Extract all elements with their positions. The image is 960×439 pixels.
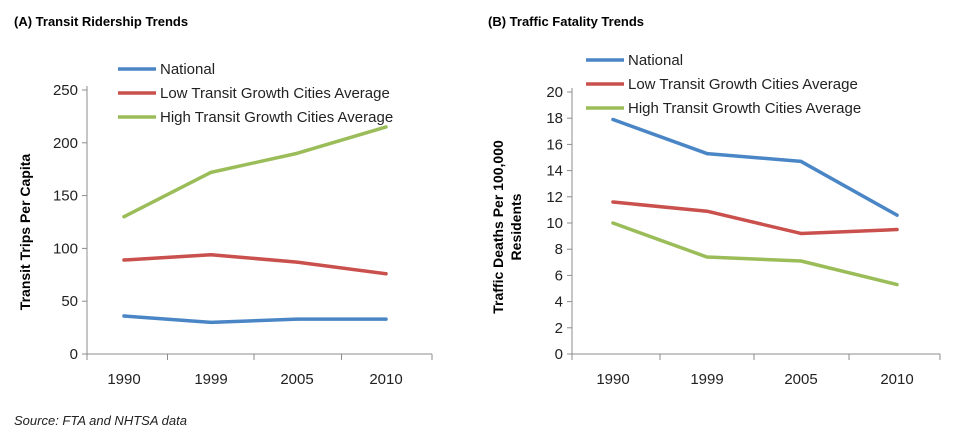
chart-a-data-point bbox=[384, 317, 388, 321]
chart-b-data-point bbox=[895, 282, 899, 287]
chart-a-x-tick-label: 1999 bbox=[194, 371, 227, 388]
chart-a-y-tick-label: 0 bbox=[70, 346, 78, 363]
chart-b-data-point bbox=[705, 209, 709, 213]
source-note: Source: FTA and NHTSA data bbox=[14, 413, 187, 428]
chart-a-data-point bbox=[295, 260, 299, 264]
chart-a-y-tick-label: 250 bbox=[53, 82, 78, 99]
chart-b-x-tick-label: 2005 bbox=[784, 371, 817, 388]
chart-b-data-point bbox=[611, 117, 615, 122]
chart-b-data-point bbox=[799, 231, 803, 236]
chart-a-data-point bbox=[295, 317, 299, 321]
chart-b-y-tick-label: 2 bbox=[555, 320, 563, 337]
chart-a-data-point bbox=[209, 253, 213, 257]
chart-a-title: (A) Transit Ridership Trends bbox=[14, 14, 189, 29]
chart-b-legend-label: High Transit Growth Cities Average bbox=[628, 100, 861, 117]
chart-a-legend-label: National bbox=[160, 61, 215, 78]
chart-b-y-axis-label-line: Traffic Deaths Per 100,000 bbox=[490, 140, 506, 314]
chart-b-x-tick-label: 1990 bbox=[596, 371, 629, 388]
chart-a-y-tick-label: 100 bbox=[53, 240, 78, 257]
chart-a-legend-label: Low Transit Growth Cities Average bbox=[160, 85, 390, 102]
chart-a-y-tick-label: 200 bbox=[53, 135, 78, 152]
chart-b-title: (B) Traffic Fatality Trends bbox=[488, 14, 645, 29]
chart-b-y-tick-label: 16 bbox=[546, 136, 563, 153]
chart-b-y-tick-label: 12 bbox=[546, 189, 563, 206]
chart-b-data-point bbox=[705, 255, 709, 259]
chart-a-data-point bbox=[209, 320, 213, 324]
chart-a-data-point bbox=[384, 125, 388, 129]
chart-a-y-tick-label: 50 bbox=[61, 293, 78, 310]
chart-b-y-tick-label: 6 bbox=[555, 267, 563, 284]
chart-a-series-line-3 bbox=[122, 125, 388, 219]
chart-a-x-tick-label: 2005 bbox=[280, 371, 313, 388]
chart-b-data-point bbox=[895, 227, 899, 232]
chart-a-y-tick-label: 150 bbox=[53, 188, 78, 205]
chart-b-data-point bbox=[895, 213, 899, 217]
chart-b-x-tick-label: 1999 bbox=[690, 371, 723, 388]
chart-b: 0 2 4 6 8 10 12 14 16 18 20 1990 1999 2005 2010 Traffic… bbox=[490, 52, 941, 388]
chart-b-y-tick-label: 14 bbox=[546, 163, 563, 180]
chart-a-data-point bbox=[122, 215, 126, 219]
chart-a-data-point bbox=[122, 258, 126, 262]
chart-b-x-tick-label: 2010 bbox=[880, 371, 913, 388]
chart-a-data-point bbox=[295, 151, 299, 155]
chart-b-series-line-2 bbox=[611, 200, 899, 236]
chart-a-data-point bbox=[384, 272, 388, 276]
chart-b-y-tick-label: 18 bbox=[546, 110, 563, 127]
chart-b-data-point bbox=[705, 151, 709, 156]
chart-a-data-point bbox=[209, 170, 213, 174]
chart-a-legend-label: High Transit Growth Cities Average bbox=[160, 109, 393, 126]
chart-a-series-line-2 bbox=[122, 252, 388, 276]
chart-b-y-tick-label: 0 bbox=[555, 346, 563, 363]
chart-b-y-axis-label-line: Residents bbox=[508, 193, 524, 260]
chart-b-series-line-1 bbox=[611, 117, 899, 217]
chart-b-data-point bbox=[611, 221, 615, 225]
chart-b-data-point bbox=[799, 259, 803, 263]
chart-b-y-tick-label: 20 bbox=[546, 84, 563, 101]
chart-a-data-point bbox=[122, 314, 126, 318]
chart-b-legend-label: National bbox=[628, 52, 683, 69]
chart-b-y-tick-label: 10 bbox=[546, 215, 563, 232]
chart-a-y-axis-label: Transit Trips Per Capita bbox=[17, 154, 33, 311]
chart-b-y-tick-label: 4 bbox=[555, 294, 563, 311]
chart-b-y-tick-label: 8 bbox=[555, 241, 563, 258]
chart-b-series-line-3 bbox=[611, 221, 899, 287]
chart-a-series-line-1 bbox=[122, 314, 388, 325]
chart-b-data-point bbox=[611, 200, 615, 204]
chart-b-data-point bbox=[799, 159, 803, 164]
chart-a-x-tick-label: 2010 bbox=[369, 371, 402, 388]
chart-b-legend-label: Low Transit Growth Cities Average bbox=[628, 76, 858, 93]
chart-a-x-tick-label: 1990 bbox=[107, 371, 140, 388]
chart-a: 0 50 100 150 200 250 1990 1999 2005 2010 Transit T… bbox=[17, 61, 433, 388]
